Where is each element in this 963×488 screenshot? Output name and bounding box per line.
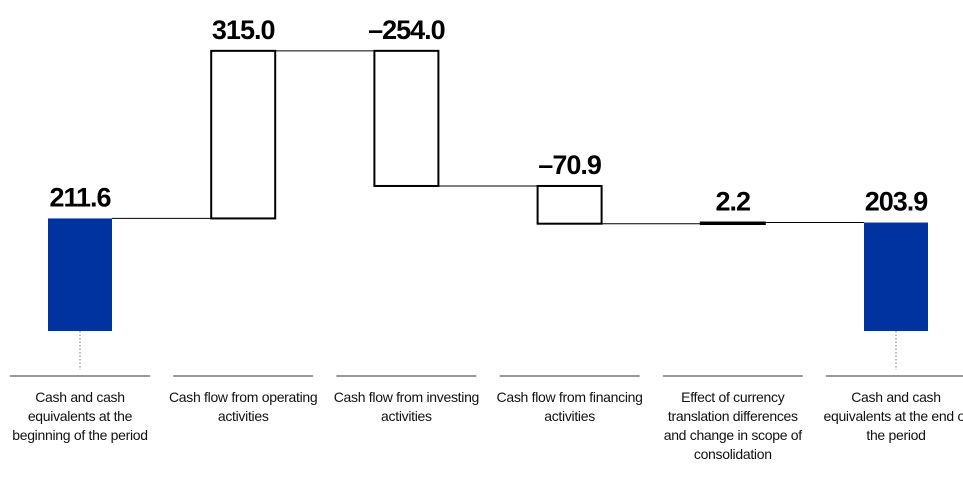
category-label: Cash flow from operating activities	[168, 389, 318, 424]
category-label: Cash and cash equivalents at the end of …	[823, 389, 963, 443]
value-label: –254.0	[368, 15, 445, 45]
category-label: Effect of currency translation differenc…	[663, 389, 802, 462]
bar	[210, 49, 277, 220]
category-label: Cash flow from financing activities	[496, 389, 643, 424]
bar	[699, 221, 766, 226]
bar	[48, 218, 112, 331]
bar	[864, 222, 928, 331]
value-label: 2.2	[716, 187, 751, 217]
value-label: 315.0	[212, 15, 275, 45]
category-label: Cash flow from investing activities	[333, 389, 480, 424]
value-label: 211.6	[49, 182, 111, 212]
bar	[373, 49, 440, 187]
category-label: Cash and cash equivalents at the beginni…	[12, 389, 148, 443]
bar	[536, 184, 603, 225]
value-label: 203.9	[865, 187, 929, 217]
value-label: –70.9	[538, 150, 602, 180]
